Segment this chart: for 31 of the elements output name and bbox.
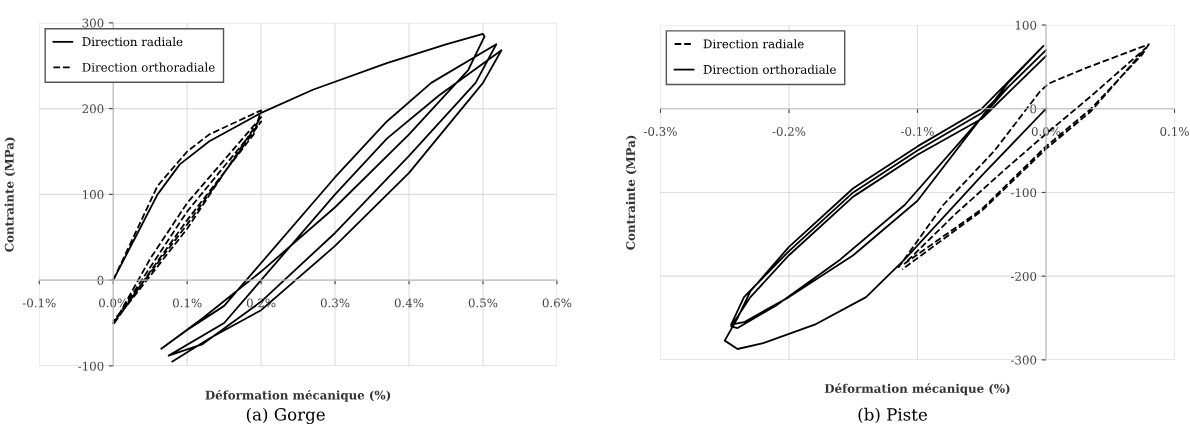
x-tick-label: -0.2% — [772, 126, 806, 136]
y-tick-label: -100 — [1010, 188, 1037, 198]
x-axis-title: Déformation mécanique (%) — [824, 383, 1010, 396]
legend-label: Direction orthoradiale — [703, 64, 836, 74]
x-tick-label: 0.1% — [1160, 126, 1189, 136]
legend-label: Direction orthoradiale — [82, 62, 215, 72]
x-tick-label: -0.3% — [643, 126, 677, 136]
x-tick-label: 0.1% — [172, 298, 202, 308]
y-tick-label: 100 — [83, 190, 104, 200]
y-tick-label: 300 — [82, 18, 104, 28]
x-tick-label: 0.5% — [468, 298, 498, 308]
y-tick-label: 0 — [1030, 104, 1037, 114]
text: (b) Piste — [858, 407, 927, 424]
x-tick-label: 0.3% — [320, 298, 350, 308]
x-tick-label: -0.1% — [22, 298, 56, 308]
legend-label: Direction radiale — [82, 37, 183, 47]
y-tick-label: -300 — [1010, 355, 1037, 365]
y-axis-title: Contrainte (MPa) — [4, 137, 16, 252]
x-tick-label: -0.1% — [901, 126, 934, 136]
y-tick-label: -100 — [78, 361, 104, 371]
y-tick-label: 0 — [97, 275, 104, 285]
x-tick-label: 0.6% — [542, 298, 572, 308]
y-tick-label: 200 — [82, 104, 104, 114]
legend-label: Direction radiale — [703, 39, 804, 49]
x-tick-label: 0.0% — [1031, 126, 1061, 136]
y-axis-title: Contrainte (MPa) — [625, 135, 637, 250]
x-tick-label: 0.4% — [394, 298, 424, 308]
text: (a) Gorge — [246, 407, 325, 425]
y-tick-label: -200 — [1010, 271, 1037, 281]
x-axis-title: Déformation mécanique (%) — [205, 389, 391, 402]
y-tick-label: 100 — [1015, 20, 1037, 30]
